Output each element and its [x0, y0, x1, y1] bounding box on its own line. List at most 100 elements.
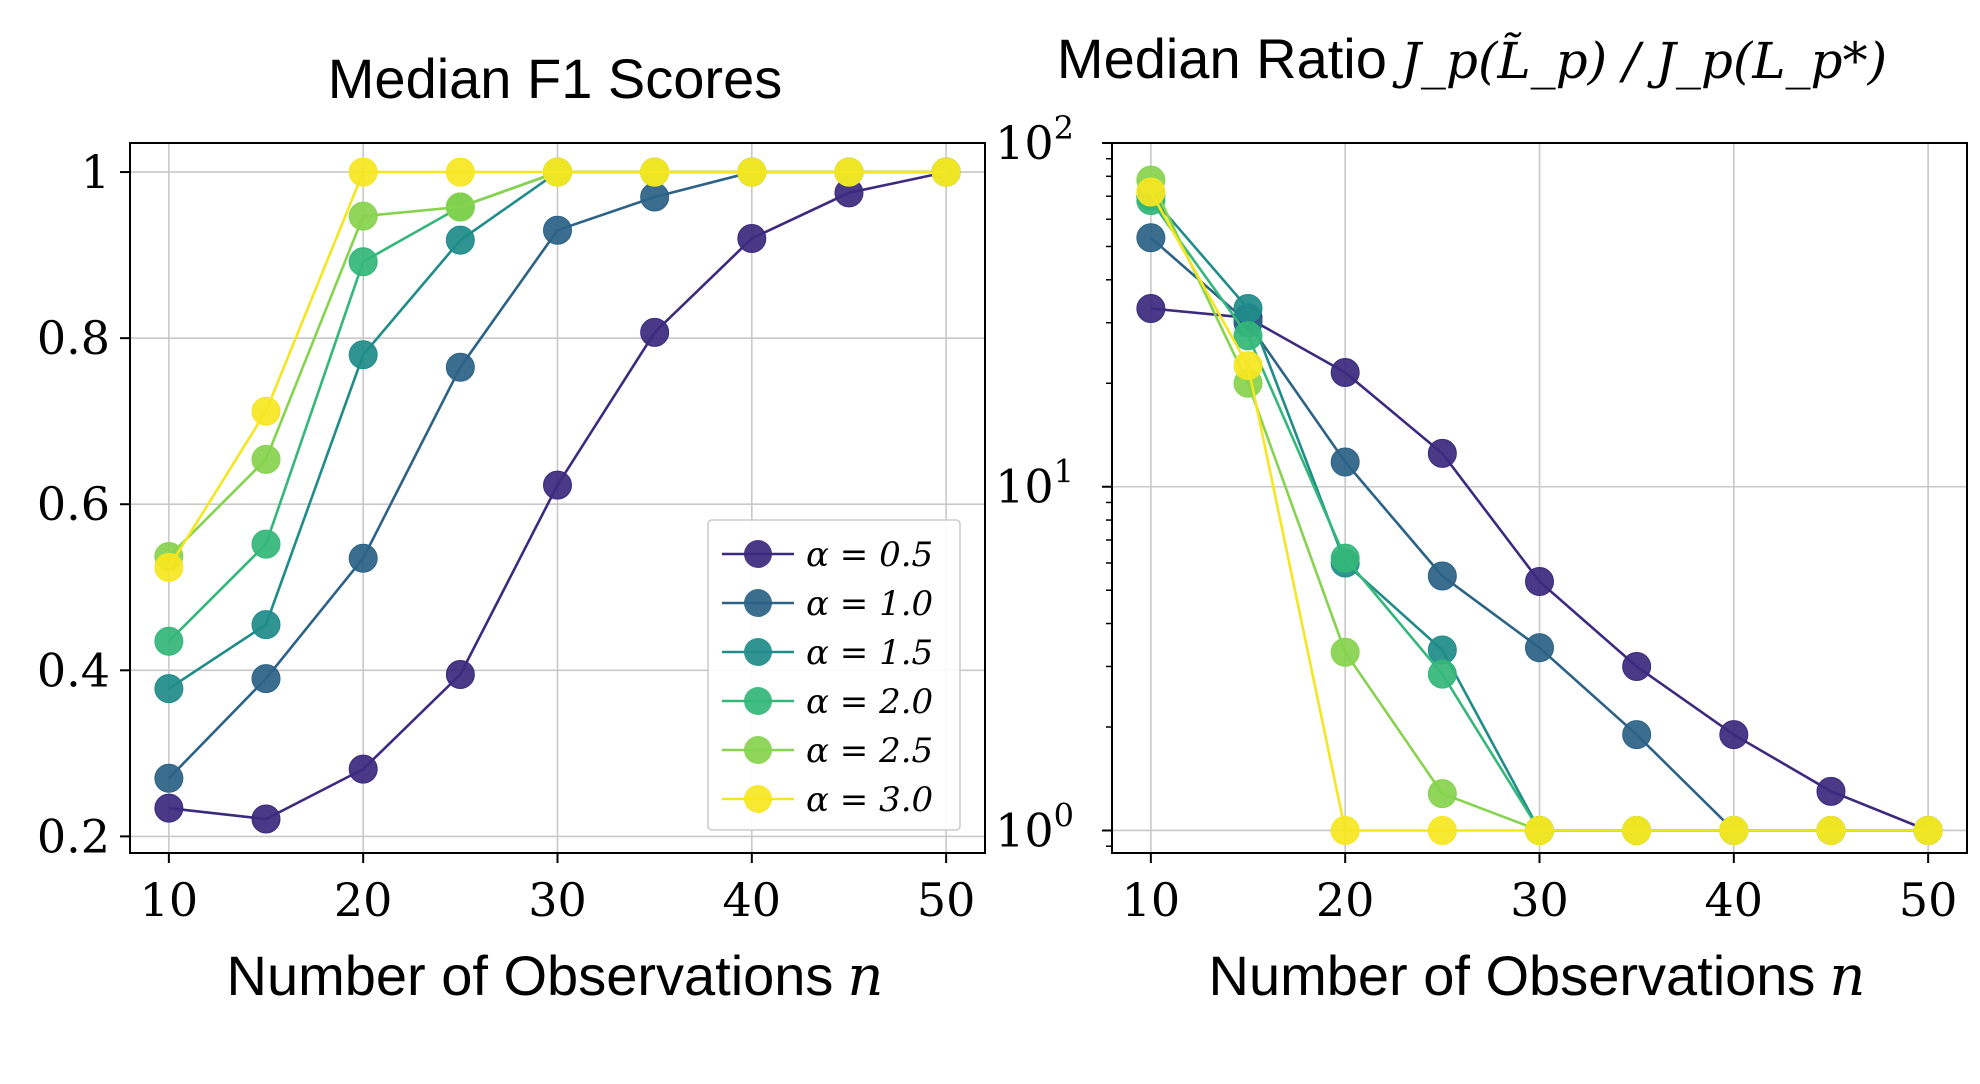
y-tick-label: 102	[995, 109, 1074, 170]
data-point	[1622, 815, 1652, 845]
data-point	[640, 182, 670, 212]
data-point	[640, 317, 670, 347]
x-tick-label: 40	[723, 873, 782, 927]
x-tick-label: 20	[334, 873, 393, 927]
x-tick-label: 30	[1510, 873, 1569, 927]
ratio-chart-title-text: Median Ratio	[1057, 27, 1387, 90]
data-point	[834, 157, 864, 187]
ratio-x-axis-label: Number of Observations n	[1209, 944, 1866, 1009]
data-point	[1330, 815, 1360, 845]
series-0	[154, 157, 961, 834]
legend-marker	[744, 736, 772, 764]
data-point	[348, 340, 378, 370]
data-point	[251, 804, 281, 834]
data-point	[1719, 720, 1749, 750]
y-tick-label: 101	[995, 453, 1074, 514]
x-tick-label: 40	[1705, 873, 1764, 927]
legend-marker	[744, 589, 772, 617]
data-point	[154, 626, 184, 656]
y-tick-base: 10	[995, 116, 1054, 170]
f1-series-group	[154, 157, 961, 834]
ratio-grid	[1112, 142, 1967, 853]
data-point	[1330, 637, 1360, 667]
y-tick-base: 10	[995, 460, 1054, 514]
data-point	[154, 552, 184, 582]
series-5	[1136, 177, 1943, 845]
legend-label: α = 1.5	[806, 633, 933, 673]
data-point	[445, 659, 475, 689]
data-point	[1233, 294, 1263, 324]
legend-label: α = 3.0	[806, 780, 933, 820]
x-tick-label: 50	[1899, 873, 1958, 927]
data-point	[1719, 815, 1749, 845]
data-point	[348, 754, 378, 784]
data-point	[1330, 447, 1360, 477]
data-point	[348, 543, 378, 573]
data-point	[1427, 779, 1457, 809]
data-point	[1427, 561, 1457, 591]
data-point	[1136, 223, 1166, 253]
data-point	[251, 444, 281, 474]
legend-label: α = 0.5	[806, 535, 933, 575]
legend-marker	[744, 540, 772, 568]
y-tick-exponent: 1	[1054, 453, 1074, 491]
data-point	[1136, 177, 1166, 207]
data-point	[543, 215, 572, 245]
f1-legend: α = 0.5 α = 1.0 α = 1.5 α = 2.0 α = 2.5 α = 3…	[707, 519, 961, 831]
data-point	[154, 793, 184, 823]
ratio-series-group	[1136, 165, 1943, 845]
data-point	[348, 201, 378, 231]
x-tick-label: 10	[1122, 873, 1181, 927]
legend-marker	[744, 785, 772, 813]
data-point	[154, 763, 184, 793]
x-tick-label: 20	[1316, 873, 1375, 927]
y-tick-label: 0.2	[37, 809, 110, 863]
legend-item: α = 2.0	[722, 682, 933, 722]
data-point	[1913, 815, 1943, 845]
f1-x-axis-label-var: n	[847, 944, 883, 1009]
data-point	[1622, 720, 1652, 750]
ratio-chart: Median Ratio J_p(L̃_p) / J_p(L_p*) 10 20 30…	[995, 27, 1968, 1009]
data-point	[445, 352, 475, 382]
f1-x-axis-label: Number of Observations n	[227, 944, 884, 1009]
legend-item: α = 2.5	[722, 731, 933, 771]
legend-marker	[744, 638, 772, 666]
series-5	[154, 157, 961, 582]
data-point	[251, 610, 281, 640]
ratio-chart-title-math: J_p(L̃_p) / J_p(L_p*)	[1392, 31, 1887, 90]
f1-x-axis-label-text: Number of Observations	[227, 944, 834, 1007]
data-point	[445, 157, 475, 187]
data-point	[251, 664, 281, 694]
f1-ticks: 10 20 30 40 50 0.2 0.4 0.6 0.8 1	[37, 145, 976, 927]
data-point	[640, 157, 670, 187]
ratio-x-axis-label-var: n	[1829, 944, 1865, 1009]
legend-item: α = 1.5	[722, 633, 933, 673]
ratio-chart-title: Median Ratio J_p(L̃_p) / J_p(L_p*)	[1057, 27, 1887, 90]
data-point	[1330, 357, 1360, 387]
x-tick-label: 30	[528, 873, 587, 927]
y-tick-label: 1	[81, 145, 110, 199]
data-point	[1525, 567, 1554, 597]
x-tick-label: 10	[140, 873, 199, 927]
legend-item: α = 0.5	[722, 535, 933, 575]
legend-label: α = 2.5	[806, 731, 933, 771]
y-tick-exponent: 2	[1054, 109, 1074, 147]
y-tick-label: 0.8	[37, 311, 110, 365]
data-point	[931, 157, 961, 187]
legend-item: α = 3.0	[722, 780, 933, 820]
y-tick-exponent: 0	[1054, 796, 1074, 834]
data-point	[1427, 815, 1457, 845]
data-point	[1816, 776, 1846, 806]
data-point	[1427, 659, 1457, 689]
x-tick-label: 50	[917, 873, 976, 927]
y-tick-label: 0.4	[37, 643, 110, 697]
legend-label: α = 2.0	[806, 682, 933, 722]
data-point	[154, 674, 184, 704]
data-point	[1816, 815, 1846, 845]
y-tick-label: 100	[995, 796, 1074, 857]
data-point	[348, 157, 378, 187]
f1-chart: Median F1 Scores 10 20 30 40 500.20.40.60.81…	[37, 47, 986, 1009]
data-point	[737, 223, 767, 253]
